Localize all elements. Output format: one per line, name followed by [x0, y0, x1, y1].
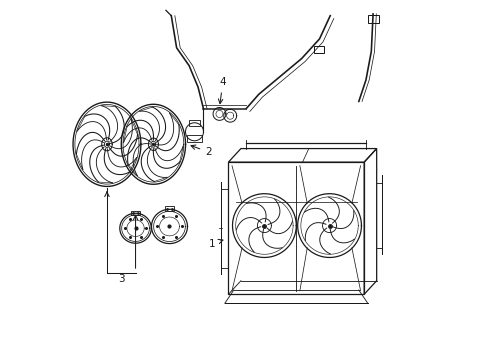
- Bar: [367, 15, 378, 23]
- Text: 2: 2: [191, 145, 211, 157]
- Bar: [164, 206, 174, 211]
- Text: 1: 1: [208, 239, 223, 249]
- Bar: [188, 120, 200, 126]
- Bar: [186, 135, 202, 143]
- Text: 4: 4: [218, 77, 225, 104]
- Bar: [313, 46, 324, 53]
- Bar: [131, 211, 140, 215]
- Text: 3: 3: [118, 274, 124, 284]
